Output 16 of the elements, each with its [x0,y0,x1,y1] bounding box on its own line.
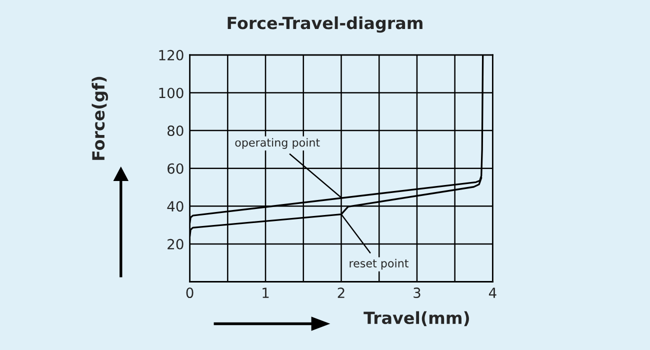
y-tick-label: 60 [168,163,184,174]
y-tick-label: 100 [159,88,184,98]
x-tick-label: 2 [338,288,344,298]
annotation: reset point [350,258,408,270]
x-tick-label: 1 [262,288,269,298]
x-tick-label: 4 [488,288,496,298]
annotation: operating point [235,138,320,149]
y-tick-label: 20 [168,238,184,250]
chart-title: Force-Travel-diagram [228,16,422,33]
x-tick-label: 3 [414,288,420,298]
x-axis-title: Travel(mm) [364,311,469,326]
y-tick-label: 120 [159,50,184,60]
x-tick-label: 0 [186,288,194,298]
y-tick-label: 40 [167,201,184,212]
y-tick-label: 80 [168,126,184,136]
y-axis-title: Force(gf) [92,76,108,160]
